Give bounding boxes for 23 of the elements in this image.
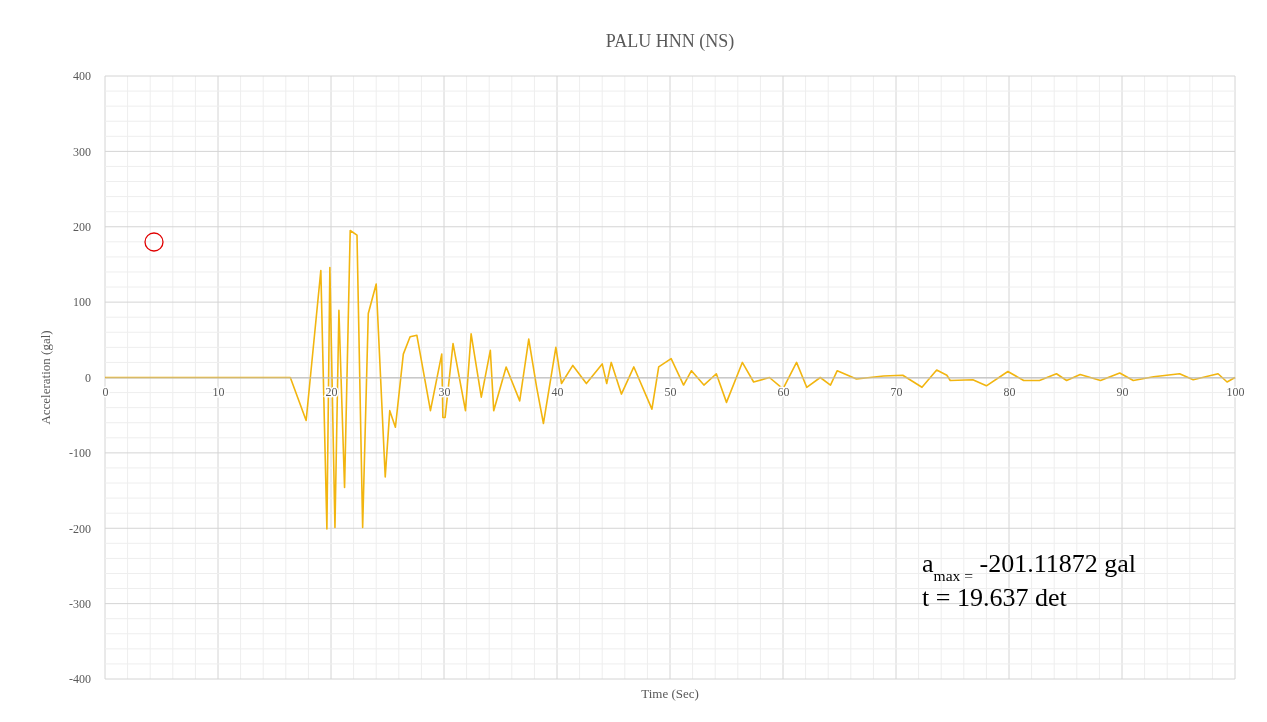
x-tick-label: 60 — [777, 385, 790, 400]
y-tick-label: 200 — [73, 220, 91, 235]
chart-title: PALU HNN (NS) — [605, 31, 735, 52]
annotation: a$_{max =}$ -201.11872 gal — [922, 549, 1137, 584]
x-axis-title: Time (Sec) — [641, 686, 699, 701]
x-tick-label: 50 — [664, 385, 677, 400]
y-tick-label: -200 — [69, 521, 91, 536]
x-tick-label: 80 — [1003, 385, 1016, 400]
y-tick-label: 400 — [73, 69, 91, 84]
y-tick-label: -400 — [69, 672, 91, 687]
x-tick-label: 100 — [1226, 385, 1245, 400]
y-tick-label: -100 — [69, 446, 91, 461]
y-tick-label: -300 — [69, 596, 91, 611]
x-tick-label: 70 — [890, 385, 903, 400]
y-axis-title: Acceleration (gal) — [38, 330, 53, 425]
y-tick-label: 0 — [85, 370, 91, 385]
y-tick-label: 300 — [73, 144, 91, 159]
x-tick-label: 0 — [102, 385, 109, 400]
y-tick-label: 100 — [73, 295, 91, 310]
x-tick-label: 90 — [1116, 385, 1129, 400]
annotation: t = 19.637 det — [922, 583, 1068, 612]
x-tick-label: 40 — [551, 385, 564, 400]
x-tick-label: 10 — [212, 385, 225, 400]
